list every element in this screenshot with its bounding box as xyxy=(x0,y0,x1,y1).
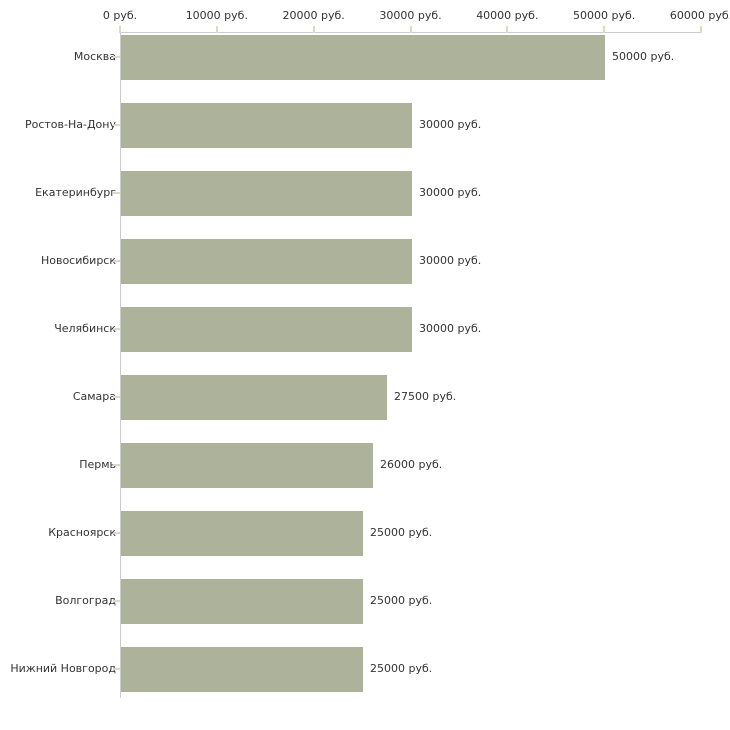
value-label: 30000 руб. xyxy=(419,254,482,267)
x-axis-tick-label: 40000 руб. xyxy=(476,9,539,22)
y-axis-tick-mark xyxy=(113,668,120,670)
category-label: Москва xyxy=(73,50,116,63)
value-label: 25000 руб. xyxy=(370,662,433,675)
bar xyxy=(121,35,605,80)
y-axis-tick-mark xyxy=(113,532,120,534)
value-label: 30000 руб. xyxy=(419,186,482,199)
category-label: Пермь xyxy=(79,458,116,471)
value-label: 25000 руб. xyxy=(370,526,433,539)
x-axis-tick-mark xyxy=(409,26,412,33)
category-label: Челябинск xyxy=(54,322,116,335)
bar xyxy=(121,171,412,216)
y-axis-tick-mark xyxy=(113,328,120,330)
x-axis-tick-label: 60000 руб. xyxy=(669,9,730,22)
bar xyxy=(121,443,373,488)
bar xyxy=(121,511,363,556)
category-label: Нижний Новгород xyxy=(10,662,116,675)
y-axis-tick-mark xyxy=(113,124,120,126)
category-label: Волгоград xyxy=(55,594,116,607)
category-label: Екатеринбург xyxy=(35,186,116,199)
y-axis-tick-mark xyxy=(113,396,120,398)
y-axis-tick-mark xyxy=(113,464,120,466)
category-label: Ростов-На-Дону xyxy=(24,118,116,131)
value-label: 30000 руб. xyxy=(419,118,482,131)
value-label: 27500 руб. xyxy=(394,390,457,403)
x-axis-tick-mark xyxy=(506,26,509,33)
y-axis-tick-mark xyxy=(113,192,120,194)
y-axis-tick-mark xyxy=(113,600,120,602)
x-axis-tick-mark xyxy=(215,26,218,33)
x-axis-tick-label: 20000 руб. xyxy=(282,9,345,22)
x-axis-tick-mark xyxy=(312,26,315,33)
value-label: 30000 руб. xyxy=(419,322,482,335)
category-label: Самара xyxy=(72,390,116,403)
y-axis-line xyxy=(120,32,121,698)
bar xyxy=(121,239,412,284)
value-label: 50000 руб. xyxy=(612,50,675,63)
category-label: Новосибирск xyxy=(40,254,116,267)
value-label: 26000 руб. xyxy=(380,458,443,471)
y-axis-tick-mark xyxy=(113,56,120,58)
y-axis-tick-mark xyxy=(113,260,120,262)
x-axis-tick-label: 50000 руб. xyxy=(573,9,636,22)
bar xyxy=(121,307,412,352)
x-axis-tick-mark xyxy=(119,26,121,33)
bar xyxy=(121,375,387,420)
x-axis-tick-label: 30000 руб. xyxy=(379,9,442,22)
x-axis-tick-mark xyxy=(603,26,606,33)
value-label: 25000 руб. xyxy=(370,594,433,607)
bar xyxy=(121,103,412,148)
category-label: Красноярск xyxy=(48,526,116,539)
bar xyxy=(121,579,363,624)
bar xyxy=(121,647,363,692)
x-axis-tick-mark xyxy=(700,26,702,33)
x-axis-tick-label: 10000 руб. xyxy=(185,9,248,22)
x-axis-tick-label: 0 руб. xyxy=(102,9,138,22)
